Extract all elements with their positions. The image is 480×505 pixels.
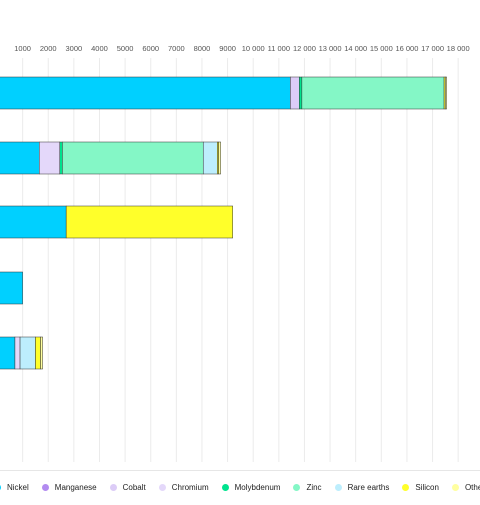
legend-label: Manganese: [54, 483, 97, 492]
legend-swatch: [221, 484, 229, 491]
legend-item-manganese[interactable]: Manganese: [41, 483, 97, 492]
x-tick-label: 15 000: [370, 44, 393, 53]
legend-swatch: [109, 484, 117, 491]
bar-segments: [0, 76, 447, 370]
legend-swatch: [334, 484, 342, 491]
bar-segment-molybdenum[interactable]: [59, 141, 63, 175]
bar-segment-zinc[interactable]: [301, 76, 445, 110]
x-tick-label: 18 000: [447, 44, 470, 53]
stacked-bar-chart: 1000 2000 3000 4000 5000 6000 7000 8000 9000 10 0…: [0, 44, 470, 462]
legend-label: Others: [464, 483, 480, 492]
legend-swatch: [402, 484, 410, 491]
x-tick-label: 7000: [168, 44, 185, 53]
legend-swatch: [451, 484, 459, 491]
x-tick-label: 12 000: [293, 44, 316, 53]
x-tick-label: 14 000: [344, 44, 367, 53]
bar-segment-chromium[interactable]: [14, 336, 21, 370]
x-tick-label: 13 000: [319, 44, 342, 53]
bar-segment-chromium[interactable]: [39, 141, 61, 175]
x-tick-label: 8000: [194, 44, 211, 53]
bar-segment-rare-earths[interactable]: [202, 141, 218, 175]
x-tick-label: 17 000: [421, 44, 444, 53]
grid-lines: [22, 58, 459, 462]
legend-swatch: [158, 484, 166, 491]
legend-label: Cobalt: [122, 483, 146, 492]
bar-segment-silicon[interactable]: [65, 205, 233, 239]
bar-segment-rare-earths[interactable]: [19, 336, 36, 370]
bar-segment-nickel[interactable]: [0, 205, 67, 239]
x-tick-label: 5000: [117, 44, 134, 53]
legend-item-molybdenum[interactable]: Molybdenum: [221, 483, 281, 492]
legend-label: Rare earths: [347, 483, 390, 492]
legend-swatch: [293, 484, 301, 491]
bar-segment-others[interactable]: [218, 141, 221, 175]
bar-segment-silicon[interactable]: [35, 336, 41, 370]
bar-segment-molybdenum[interactable]: [299, 76, 303, 110]
legend-label: Chromium: [171, 483, 209, 492]
legend-item-rare-earths[interactable]: Rare earths: [334, 483, 390, 492]
legend-item-chromium[interactable]: Chromium: [158, 483, 209, 492]
bar-segment-others[interactable]: [40, 336, 43, 370]
x-tick-label: 1000: [14, 44, 31, 53]
bar-segment-nickel[interactable]: [0, 76, 291, 110]
legend-item-silicon[interactable]: Silicon: [402, 483, 439, 492]
x-tick-label: 16 000: [395, 44, 418, 53]
x-tick-label: 3000: [66, 44, 83, 53]
legend-item-others[interactable]: Others: [451, 483, 480, 492]
legend-label: Silicon: [415, 483, 439, 492]
legend-swatch: [41, 484, 49, 491]
x-tick-label: 2000: [40, 44, 57, 53]
bar-segment-others[interactable]: [445, 76, 447, 110]
x-tick-label: 4000: [91, 44, 108, 53]
bar-segment-cobalt[interactable]: [290, 76, 300, 110]
bar-segment-nickel[interactable]: [0, 271, 23, 305]
legend-label: Zinc: [306, 483, 322, 492]
legend-label: Molybdenum: [234, 483, 281, 492]
legend-label: Nickel: [7, 483, 29, 492]
bar-segment-zinc[interactable]: [62, 141, 204, 175]
legend-items: Nickel Manganese Cobalt Chromium Molybdenum Z…: [0, 483, 480, 492]
x-axis-tick-labels: 1000 2000 3000 4000 5000 6000 7000 8000 9000 10 0…: [14, 44, 469, 53]
legend-item-zinc[interactable]: Zinc: [293, 483, 322, 492]
x-tick-label: 11 000: [268, 44, 290, 53]
legend-item-cobalt[interactable]: Cobalt: [109, 483, 146, 492]
legend-swatch: [0, 484, 1, 491]
x-tick-label: 9000: [219, 44, 236, 53]
legend: Nickel Manganese Cobalt Chromium Molybdenum Z…: [0, 470, 480, 505]
bar-segment-nickel[interactable]: [0, 141, 40, 175]
bar-segment-nickel[interactable]: [0, 336, 16, 370]
x-tick-label: 6000: [142, 44, 159, 53]
legend-item-nickel[interactable]: Nickel: [0, 483, 29, 492]
x-tick-label: 10 000: [242, 44, 265, 53]
